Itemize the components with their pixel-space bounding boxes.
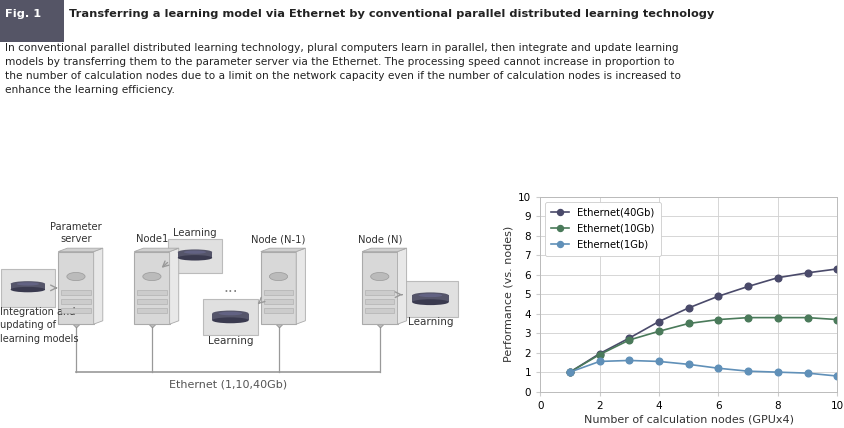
Ethernet(10Gb) [565,369,575,375]
Ellipse shape [178,255,212,261]
Ellipse shape [178,250,212,255]
FancyBboxPatch shape [178,252,212,258]
Text: Learning: Learning [208,336,253,346]
FancyBboxPatch shape [138,290,166,295]
Polygon shape [296,248,306,324]
Text: Learning: Learning [408,317,453,327]
Polygon shape [362,248,407,252]
Ellipse shape [11,287,45,292]
Ethernet(1Gb) [684,362,694,367]
FancyBboxPatch shape [365,299,394,304]
Ethernet(10Gb) [743,315,753,320]
FancyBboxPatch shape [412,295,449,302]
Text: Ethernet (1,10,40Gb): Ethernet (1,10,40Gb) [169,379,287,389]
Ellipse shape [219,312,242,315]
Ethernet(10Gb) [773,315,783,320]
Ellipse shape [412,299,449,305]
Ethernet(1Gb) [625,358,635,363]
Ellipse shape [212,318,249,323]
Ethernet(40Gb) [565,369,575,375]
Ethernet(40Gb) [743,284,753,289]
Text: In conventional parallel distributed learning technology, plural computers learn: In conventional parallel distributed lea… [5,43,681,95]
Text: System configuration: System configuration [12,178,128,188]
Text: Parameter
server: Parameter server [50,222,102,244]
FancyBboxPatch shape [362,252,398,324]
FancyBboxPatch shape [168,239,222,273]
Ethernet(40Gb) [654,319,664,324]
FancyBboxPatch shape [58,252,94,324]
Text: Integration and
updating of
learning models: Integration and updating of learning mod… [0,307,78,344]
Ethernet(10Gb) [832,317,842,322]
Polygon shape [58,248,103,252]
Ethernet(40Gb) [684,305,694,310]
FancyBboxPatch shape [212,313,249,320]
Ethernet(40Gb) [803,270,813,275]
Line: Ethernet(10Gb): Ethernet(10Gb) [566,314,841,375]
Ethernet(1Gb) [773,369,783,375]
Legend: Ethernet(40Gb), Ethernet(10Gb), Ethernet(1Gb): Ethernet(40Gb), Ethernet(10Gb), Ethernet… [545,202,661,256]
Ethernet(10Gb) [713,317,723,322]
FancyBboxPatch shape [264,299,293,304]
FancyBboxPatch shape [264,290,293,295]
Ethernet(1Gb) [565,369,575,375]
Circle shape [371,273,389,281]
Ethernet(40Gb) [773,275,783,280]
Ethernet(10Gb) [803,315,813,320]
Circle shape [269,273,288,281]
Text: Node (N-1): Node (N-1) [252,234,306,244]
Polygon shape [261,248,306,252]
Ethernet(1Gb) [803,371,813,376]
Line: Ethernet(40Gb): Ethernet(40Gb) [566,266,841,375]
Y-axis label: Performance (vs. nodes): Performance (vs. nodes) [504,226,514,363]
Ellipse shape [212,311,249,316]
FancyBboxPatch shape [138,299,166,304]
Ethernet(1Gb) [832,374,842,379]
FancyBboxPatch shape [203,300,257,335]
Line: Ethernet(1Gb): Ethernet(1Gb) [566,357,841,379]
Polygon shape [170,248,179,324]
Text: Node1: Node1 [136,234,168,244]
FancyBboxPatch shape [365,308,394,313]
Ethernet(10Gb) [654,329,664,334]
FancyBboxPatch shape [1,269,55,307]
FancyBboxPatch shape [138,308,166,313]
Ethernet(1Gb) [743,369,753,374]
Ethernet(40Gb) [625,336,635,341]
Ellipse shape [11,281,45,287]
Ethernet(10Gb) [594,352,604,357]
Text: Transferring a learning model via Ethernet by conventional parallel distributed : Transferring a learning model via Ethern… [61,9,714,19]
Ethernet(10Gb) [684,321,694,326]
Text: Learning: Learning [173,228,217,238]
Ethernet(1Gb) [713,366,723,371]
Ethernet(40Gb) [594,351,604,356]
FancyBboxPatch shape [62,290,90,295]
Text: Node (N): Node (N) [358,234,402,244]
FancyBboxPatch shape [261,252,296,324]
FancyBboxPatch shape [365,290,394,295]
FancyBboxPatch shape [264,308,293,313]
Ethernet(40Gb) [713,294,723,299]
Polygon shape [398,248,407,324]
Ethernet(40Gb) [832,266,842,271]
Ethernet(1Gb) [594,359,604,364]
FancyBboxPatch shape [62,308,90,313]
Circle shape [67,273,85,281]
Ethernet(10Gb) [625,337,635,342]
Polygon shape [94,248,103,324]
FancyBboxPatch shape [403,281,457,317]
Ellipse shape [412,292,449,298]
Circle shape [143,273,161,281]
Ellipse shape [17,282,39,285]
FancyBboxPatch shape [134,252,170,324]
Polygon shape [134,248,179,252]
Text: ...: ... [223,280,238,295]
X-axis label: Number of calculation nodes (GPUx4): Number of calculation nodes (GPUx4) [584,415,793,425]
Text: Fig. 1: Fig. 1 [5,9,41,19]
FancyBboxPatch shape [62,299,90,304]
Ellipse shape [184,250,206,254]
Text: Performance vs. the number of calculation nodes: Performance vs. the number of calculatio… [522,178,790,188]
Ethernet(1Gb) [654,359,664,364]
Ellipse shape [419,294,442,297]
FancyBboxPatch shape [11,284,45,290]
